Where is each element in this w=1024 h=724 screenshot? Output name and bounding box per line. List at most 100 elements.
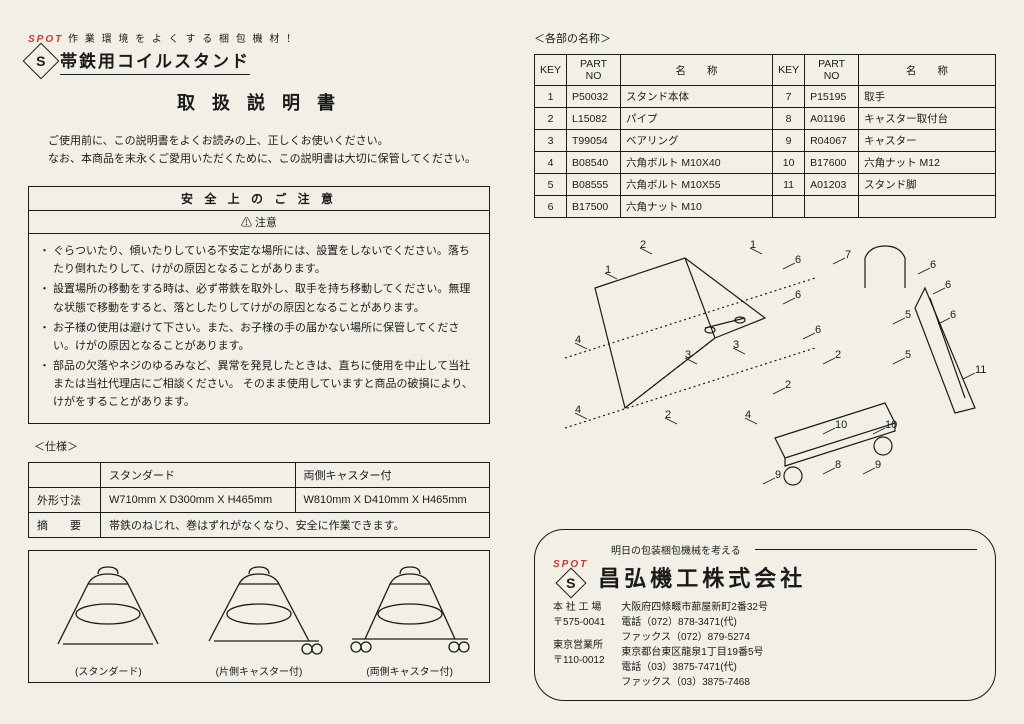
- callout-label: 4: [575, 404, 581, 416]
- cell: W710mm X D300mm X H465mm: [101, 488, 296, 513]
- title-row: S 帯鉄用コイルスタンド: [28, 47, 490, 75]
- safety-item: 設置場所の移動をする時は、必ず帯鉄を取外し、取手を持ち移動してください。無理な状…: [39, 280, 479, 316]
- cell: 取手: [859, 86, 996, 108]
- callout-label: 9: [775, 469, 781, 481]
- s-logo-icon: S: [23, 43, 60, 80]
- manual-title: 取 扱 説 明 書: [28, 89, 490, 115]
- variant-label: (スタンダード): [35, 663, 182, 678]
- exploded-diagram: 12144336626227655661110109984: [534, 228, 996, 518]
- company-slogan-row: 明日の包装梱包機械を考える: [553, 542, 977, 557]
- table-row: 外形寸法 W710mm X D300mm X H465mm W810mm X D…: [29, 488, 490, 513]
- variant-illustration: [38, 559, 178, 659]
- cell: 11: [773, 174, 805, 196]
- company-name-row: SPOT S 昌弘機工株式会社: [553, 559, 977, 594]
- cell: B08540: [567, 152, 621, 174]
- cell: ベアリング: [621, 130, 773, 152]
- cell: 3: [535, 130, 567, 152]
- company-name: 昌弘機工株式会社: [598, 561, 806, 593]
- callout-label: 6: [795, 254, 801, 266]
- callout-label: 2: [665, 409, 671, 421]
- office-zip: 〒575-0041: [553, 615, 605, 630]
- spec-table: スタンダード 両側キャスター付 外形寸法 W710mm X D300mm X H…: [28, 462, 490, 538]
- spot-tagline: 作 業 環 境 を よ く す る 梱 包 機 材 ！: [68, 34, 298, 45]
- cell: B08555: [567, 174, 621, 196]
- variant-one-caster: (片側キャスター付): [186, 559, 333, 678]
- callout-label: 11: [975, 364, 986, 376]
- safety-item: ぐらついたり、傾いたりしている不安定な場所には、設置をしないでください。落ちたり…: [39, 242, 479, 278]
- spot-tagline-row: SPOT 作 業 環 境 を よ く す る 梱 包 機 材 ！: [28, 30, 490, 45]
- callout-label: 6: [815, 324, 821, 336]
- cell: 名 称: [859, 55, 996, 86]
- office-zip: 〒110-0012: [553, 653, 605, 668]
- table-row: 摘 要 帯鉄のねじれ、巻はずれがなくなり、安全に作業できます。: [29, 513, 490, 538]
- cell: 六角ボルト M10X55: [621, 174, 773, 196]
- cell: 7: [773, 86, 805, 108]
- table-row: 3T99054ベアリング9R04067キャスター: [535, 130, 996, 152]
- callout-label: 3: [685, 349, 691, 361]
- cell: P50032: [567, 86, 621, 108]
- callout-label: 6: [795, 289, 801, 301]
- cell: PART NO: [805, 55, 859, 86]
- cell: 外形寸法: [29, 488, 101, 513]
- company-box: 明日の包装梱包機械を考える SPOT S 昌弘機工株式会社 本 社 工 場 〒5…: [534, 529, 996, 701]
- cell: 4: [535, 152, 567, 174]
- cell: KEY: [535, 55, 567, 86]
- cell: 六角ナット M10: [621, 196, 773, 218]
- callout-label: 5: [905, 349, 911, 361]
- safety-item: お子様の使用は避けて下さい。また、お子様の手の届かない場所に保管してください。け…: [39, 319, 479, 355]
- safety-header: 安 全 上 の ご 注 意: [29, 187, 489, 211]
- office-label: 本 社 工 場: [553, 602, 601, 613]
- cell: 9: [773, 130, 805, 152]
- callout-label: 2: [640, 239, 646, 251]
- callout-label: 6: [945, 279, 951, 291]
- table-row: KEYPART NO名 称KEYPART NO名 称: [535, 55, 996, 86]
- cell: スタンド脚: [859, 174, 996, 196]
- intro-text: ご使用前に、この説明書をよくお読みの上、正しくお使いください。 なお、本商品を末…: [48, 133, 490, 168]
- company-address-block: 本 社 工 場 〒575-0041 東京営業所 〒110-0012 大阪府四條畷…: [553, 600, 977, 690]
- table-row: 2L15082パイプ8A01196キャスター取付台: [535, 108, 996, 130]
- parts-label: ＜各部の名称＞: [534, 30, 996, 46]
- cell: 8: [773, 108, 805, 130]
- cell: T99054: [567, 130, 621, 152]
- cell: 2: [535, 108, 567, 130]
- divider: [755, 549, 977, 550]
- callout-label: 5: [905, 309, 911, 321]
- callout-label: 6: [950, 309, 956, 321]
- intro-line: ご使用前に、この説明書をよくお読みの上、正しくお使いください。: [48, 133, 490, 151]
- office-fax: ファックス（072）879-5274: [621, 630, 768, 645]
- spec-label: ＜仕様＞: [34, 438, 490, 454]
- s-logo-icon: S: [555, 567, 586, 598]
- cell: 両側キャスター付: [295, 463, 490, 488]
- right-column: ＜各部の名称＞ KEYPART NO名 称KEYPART NO名 称 1P500…: [512, 0, 1024, 724]
- callout-label: 2: [835, 349, 841, 361]
- cell: パイプ: [621, 108, 773, 130]
- callout-label: 10: [835, 419, 847, 431]
- cell: 5: [535, 174, 567, 196]
- cell: スタンド本体: [621, 86, 773, 108]
- cell: P15195: [805, 86, 859, 108]
- table-row: 4B08540六角ボルト M10X4010B17600六角ナット M12: [535, 152, 996, 174]
- variants-box: (スタンダード) (片側キャスター付): [28, 550, 490, 683]
- callout-label: 10: [885, 419, 897, 431]
- office-addr: 東京都台東区龍泉1丁目19番5号: [621, 645, 768, 660]
- spot-label: SPOT: [28, 34, 63, 45]
- variant-label: (片側キャスター付): [186, 663, 333, 678]
- cell: R04067: [805, 130, 859, 152]
- safety-list: ぐらついたり、傾いたりしている不安定な場所には、設置をしないでください。落ちたり…: [29, 233, 489, 423]
- variant-illustration: [189, 559, 329, 659]
- cell: 1: [535, 86, 567, 108]
- cell: 名 称: [621, 55, 773, 86]
- variant-two-caster: (両側キャスター付): [336, 559, 483, 678]
- table-row: 1P50032スタンド本体7P15195取手: [535, 86, 996, 108]
- cell: [805, 196, 859, 218]
- safety-sub: ⚠ 注意: [29, 211, 489, 233]
- variant-standard: (スタンダード): [35, 559, 182, 678]
- cell: B17600: [805, 152, 859, 174]
- cell: スタンダード: [101, 463, 296, 488]
- callout-label: 4: [745, 409, 751, 421]
- office-tel: 電話（03）3875-7471(代): [621, 660, 768, 675]
- company-slogan: 明日の包装梱包機械を考える: [611, 542, 741, 557]
- cell: L15082: [567, 108, 621, 130]
- callout-label: 1: [750, 239, 756, 251]
- cell: キャスター取付台: [859, 108, 996, 130]
